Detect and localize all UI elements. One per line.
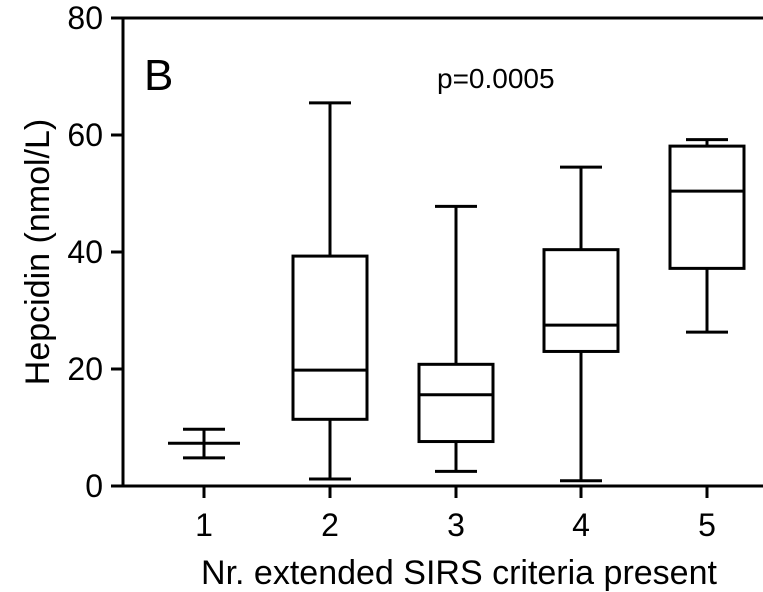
box-group-2 <box>291 101 369 481</box>
x-tick-label: 1 <box>195 507 213 543</box>
box-group-5 <box>668 138 746 334</box>
y-tick-label: 80 <box>67 0 103 36</box>
iqr-box <box>668 144 746 270</box>
x-tick-label: 3 <box>447 507 465 543</box>
box-group-3 <box>417 204 495 473</box>
box-group-4 <box>542 165 620 483</box>
p-value-annotation: p=0.0005 <box>437 63 555 94</box>
x-axis-title: Nr. extended SIRS criteria present <box>201 554 717 592</box>
y-ticks: 0 20 40 60 80 <box>67 0 123 504</box>
y-tick-label: 20 <box>67 351 103 387</box>
boxes <box>168 101 746 483</box>
x-tick-label: 4 <box>572 507 590 543</box>
x-tick-label: 5 <box>698 507 716 543</box>
panel-label: B <box>144 51 173 100</box>
x-tick-label: 2 <box>321 507 339 543</box>
y-tick-label: 0 <box>85 468 103 504</box>
y-axis-title: Hepcidin (nmol/L) <box>19 119 57 385</box>
iqr-box <box>291 254 369 421</box>
box-group-1 <box>168 427 240 460</box>
x-ticks: 1 2 3 4 5 <box>195 486 716 543</box>
iqr-box <box>542 248 620 353</box>
y-tick-label: 40 <box>67 234 103 270</box>
y-tick-label: 60 <box>67 117 103 153</box>
iqr-box <box>417 362 495 444</box>
